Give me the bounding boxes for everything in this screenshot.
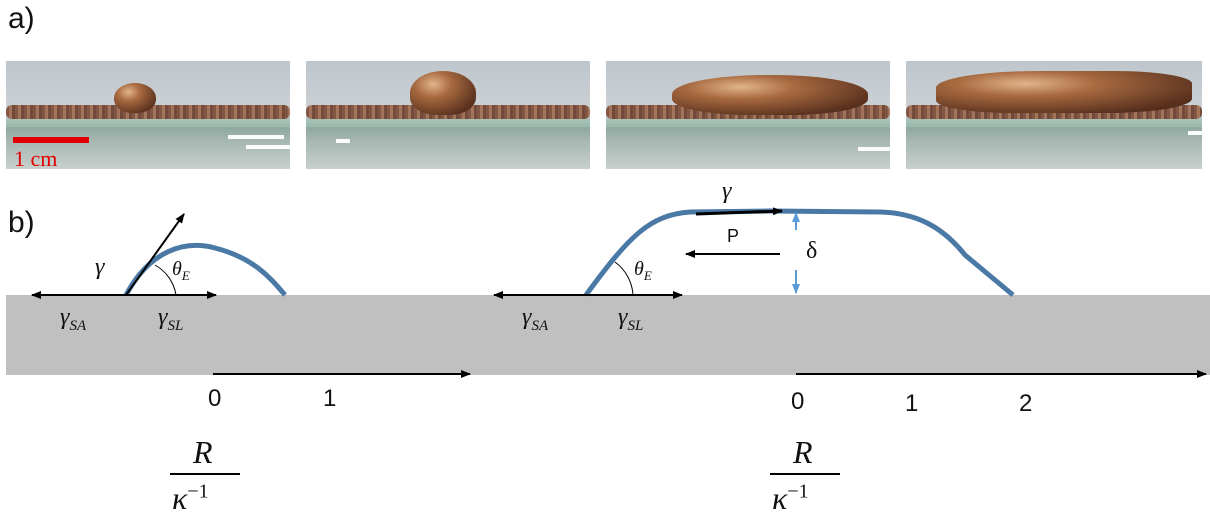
panel-label-b: b) [8, 206, 35, 239]
puddle-gamma-sa-label: γSA [522, 304, 549, 334]
drop-photo-4 [906, 61, 1202, 169]
small-gamma-sl-label: γSL [158, 304, 184, 334]
panel-label-a: a) [8, 2, 35, 35]
small-gamma-label: γ [95, 254, 105, 280]
scale-bar [13, 137, 89, 143]
small-gamma-arrow [125, 213, 185, 296]
substrate [6, 295, 1210, 375]
small-axis-label-numerator: R [193, 434, 213, 470]
drop-photo-1 [6, 61, 290, 169]
small-drop-profile [123, 243, 287, 297]
puddle-theta-arc [614, 261, 634, 296]
puddle-gamma-arrow [695, 207, 783, 216]
small-axis-tick-1: 1 [323, 385, 337, 412]
puddle-axis-tick-1: 1 [905, 390, 919, 417]
puddle-axis-tick-0: 0 [791, 388, 805, 415]
small-theta-label: θE [172, 258, 190, 283]
drop-photo-3 [606, 61, 890, 169]
puddle-gamma-sl-label: γSL [618, 304, 644, 334]
small-theta-arc [154, 264, 177, 296]
small-gamma-sa-label: γSA [60, 304, 87, 334]
scale-bar-label: 1 cm [14, 146, 58, 171]
drop-photo-2 [306, 61, 590, 169]
puddle-axis-tick-2: 2 [1019, 390, 1033, 417]
puddle-pressure-label: P [727, 226, 740, 246]
puddle-gamma-label: γ [722, 178, 732, 204]
small-axis-tick-0: 0 [208, 385, 222, 412]
puddle-delta-label: δ [806, 238, 818, 264]
puddle-axis-label-denominator: κ−1 [772, 480, 809, 516]
puddle-axis-label-numerator: R [793, 434, 813, 470]
small-axis-label-denominator: κ−1 [172, 480, 209, 516]
puddle-theta-label: θE [634, 258, 652, 283]
